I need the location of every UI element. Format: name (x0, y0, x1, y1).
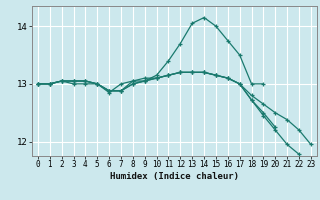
X-axis label: Humidex (Indice chaleur): Humidex (Indice chaleur) (110, 172, 239, 181)
